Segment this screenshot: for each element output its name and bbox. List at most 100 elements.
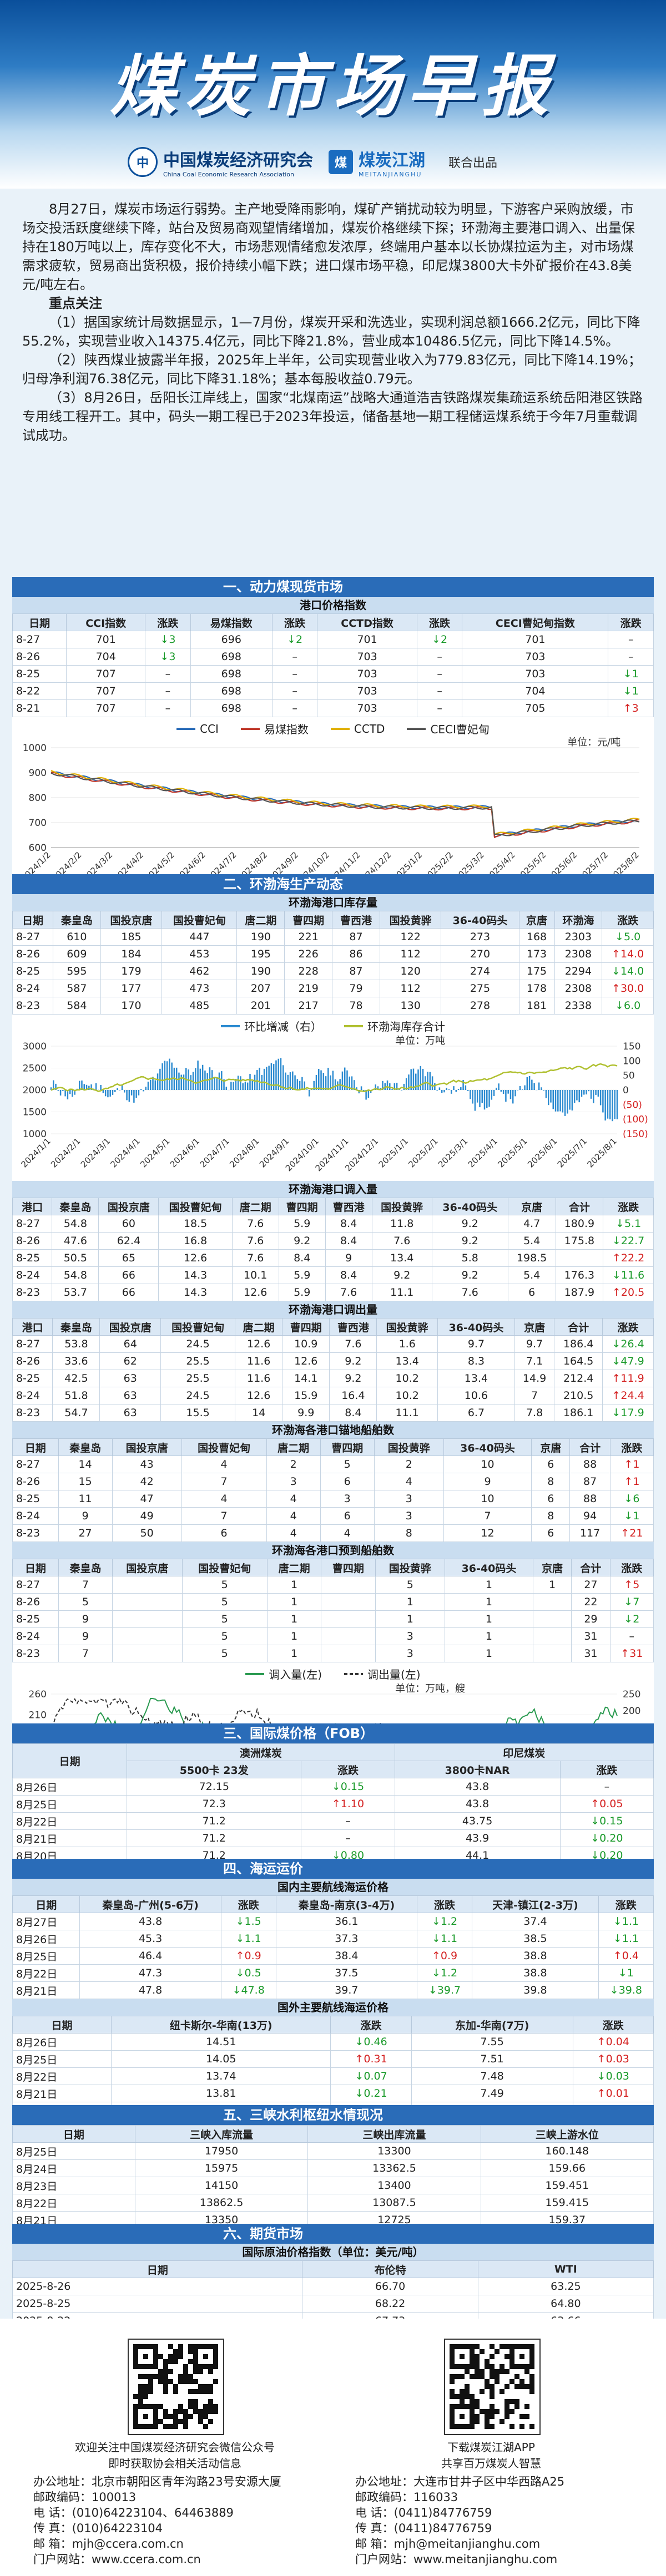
section-subtitle: 环渤海各港口锚地船舶数 [12, 1422, 654, 1438]
table-cell: 273 [441, 928, 519, 946]
column-header: 唐二期 [266, 1438, 321, 1456]
column-header: 涨跌 [608, 613, 654, 631]
table-cell: 185 [100, 928, 163, 946]
row-label: 8-23 [12, 1284, 53, 1301]
table-cell: 7.51 [411, 2050, 573, 2068]
table-cell: 14.3 [158, 1266, 233, 1284]
table-cell: 9.7 [437, 1335, 515, 1353]
table-cell: ↓0.03 [572, 2067, 654, 2085]
table-cell: 170 [100, 997, 163, 1015]
table-cell: – [271, 699, 318, 717]
column-header: 国投京唐 [98, 1198, 159, 1215]
column-header: 日期 [12, 911, 53, 929]
column-header: 秦皇岛 [52, 1318, 100, 1336]
table-cell: 703 [317, 665, 417, 683]
contact-line: 电 话：(0411)84776759 [355, 2506, 492, 2519]
table-cell: 16.4 [329, 1387, 377, 1404]
row-label: 2025-8-26 [12, 2278, 303, 2295]
column-header: CCI指数 [66, 613, 146, 631]
table-row: 8月26日 45.3 ↓1.1 37.3 ↓1.1 38.5 ↓1.1 [12, 1930, 654, 1948]
series-line [51, 772, 640, 839]
table-cell: 275 [441, 980, 519, 997]
port-outflow-table: 港口 秦皇岛 国投京唐 国投曹妃甸 唐二期 曹四期 曹西港 国投黄骅 36-40码头 京唐 合计 涨跌… [12, 1318, 654, 1422]
column-header: 国投曹妃甸 [160, 1318, 236, 1336]
column-header: 国投京唐 [112, 1438, 182, 1456]
table-cell: 698 [190, 682, 273, 700]
col-indo-change: 涨跌 [559, 1761, 654, 1778]
table-row: 8月26日 72.15 ↓0.15 43.8– [12, 1778, 654, 1796]
column-header: 涨跌 [598, 1895, 654, 1913]
table-row: 8-26 609 184 453 195 226 86 112 270 173 2308 ↑14.0 [12, 945, 654, 963]
table-cell: 49 [112, 1507, 182, 1525]
contact-line: 邮 箱：mjh@meitanjianghu.com [355, 2537, 541, 2550]
table-cell: 221 [284, 928, 333, 946]
table-cell: 6 [507, 1284, 556, 1301]
table-cell: 13.81 [111, 2085, 331, 2102]
table-cell: 53.7 [52, 1284, 99, 1301]
column-header: 国投京唐 [112, 1559, 183, 1576]
contact-line: 办公地址：北京市朝阳区青年沟路23号安源大厦 [33, 2475, 281, 2488]
column-header: 曹四期 [320, 1438, 375, 1456]
column-header: 涨跌 [145, 613, 191, 631]
table-cell: 38.8 [472, 1964, 599, 1982]
table-cell: 86 [332, 945, 380, 963]
table-cell: 175.8 [555, 1232, 604, 1250]
table-cell: 43.75 [394, 1812, 561, 1830]
column-header: WTI [477, 2260, 654, 2278]
table-cell: 219 [284, 980, 333, 997]
table-cell: 186.1 [554, 1404, 603, 1422]
row-label: 8月22日 [12, 2194, 135, 2212]
legend-swatch [344, 1025, 363, 1027]
meitanjianghu-app-qr-icon[interactable] [444, 2339, 541, 2435]
table-row: 8-27 53.8 64 24.5 12.6 10.9 7.6 1.6 9.7 9.7 186.4 ↓… [12, 1335, 654, 1353]
table-cell: 17950 [134, 2142, 309, 2160]
table-cell: 4 [266, 1490, 321, 1508]
table-row: 8-23 54.7 63 15.5 14 9.9 8.4 11.1 6.7 7.8 186.1 ↓17… [12, 1404, 654, 1422]
column-header: 曹西港 [325, 1198, 372, 1215]
table-cell: 14.05 [111, 2050, 331, 2068]
column-header: 曹四期 [321, 1559, 376, 1576]
table-cell: ↓0.5 [220, 1964, 276, 1982]
table-cell: ↓1.1 [220, 1930, 276, 1948]
column-header: 合计 [569, 1438, 610, 1456]
key-focus-heading: 重点关注 [49, 296, 102, 311]
table-cell: ↓1.1 [598, 1930, 654, 1948]
table-cell: 1 [444, 1645, 533, 1662]
table-cell: 15.9 [282, 1387, 330, 1404]
table-cell: 701 [462, 631, 609, 648]
legend-swatch [240, 727, 260, 730]
table-cell: 13.74 [111, 2067, 331, 2085]
table-cell: 72.3 [127, 1795, 302, 1813]
table-cell: 7.6 [231, 1249, 279, 1267]
table-cell: 16.8 [158, 1232, 233, 1250]
column-header: CCTD指数 [317, 613, 417, 631]
table-cell: 190 [236, 962, 285, 980]
table-cell: 1 [266, 1576, 322, 1594]
section-subtitle: 港口价格指数 [12, 597, 654, 613]
table-cell: 7.49 [411, 2085, 573, 2102]
legend-label: 环比增减（右） [244, 1020, 322, 1033]
legend-swatch [330, 727, 350, 730]
table-cell: ↑0.4 [598, 1947, 654, 1965]
column-header: 唐二期 [236, 911, 285, 929]
table-cell: 43.8 [394, 1795, 561, 1813]
table-cell [112, 1593, 183, 1611]
section-subtitle: 国外主要航线海运价格 [12, 1999, 654, 2016]
contact-line: 邮 箱：mjh@ccera.com.cn [33, 2537, 184, 2550]
y2-tick-label: 200 [623, 1706, 640, 1717]
table-cell: 68.22 [302, 2295, 478, 2313]
table-cell: 5 [320, 1456, 375, 1473]
ccera-wechat-qr-icon[interactable] [128, 2339, 224, 2435]
row-label: 8月25日 [12, 1947, 80, 1965]
column-header: 日期 [12, 2125, 135, 2143]
qr-caption-line: 即时获取协会相关活动信息 [108, 2457, 241, 2470]
table-cell: 39.7 [275, 1981, 417, 1999]
anchorage-ships-table: 日期 秦皇岛 国投京唐 国投曹妃甸 唐二期 曹四期 国投黄骅 36-40码头 京唐 合计 涨跌 8-2… [12, 1438, 654, 1542]
expected-ships-table: 日期 秦皇岛 国投京唐 国投曹妃甸 唐二期 曹四期 国投黄骅 36-40码头 京唐 合计 涨跌 8-2… [12, 1559, 654, 1662]
x-tick-label: 2024/2/1 [49, 1136, 82, 1169]
contact-line: 传 真：(0411)84776759 [355, 2522, 492, 2535]
table-cell: 7 [514, 1387, 555, 1404]
table-cell: 707 [66, 682, 146, 700]
table-cell: 9.9 [282, 1404, 330, 1422]
table-cell: ↓11.6 [603, 1266, 654, 1284]
